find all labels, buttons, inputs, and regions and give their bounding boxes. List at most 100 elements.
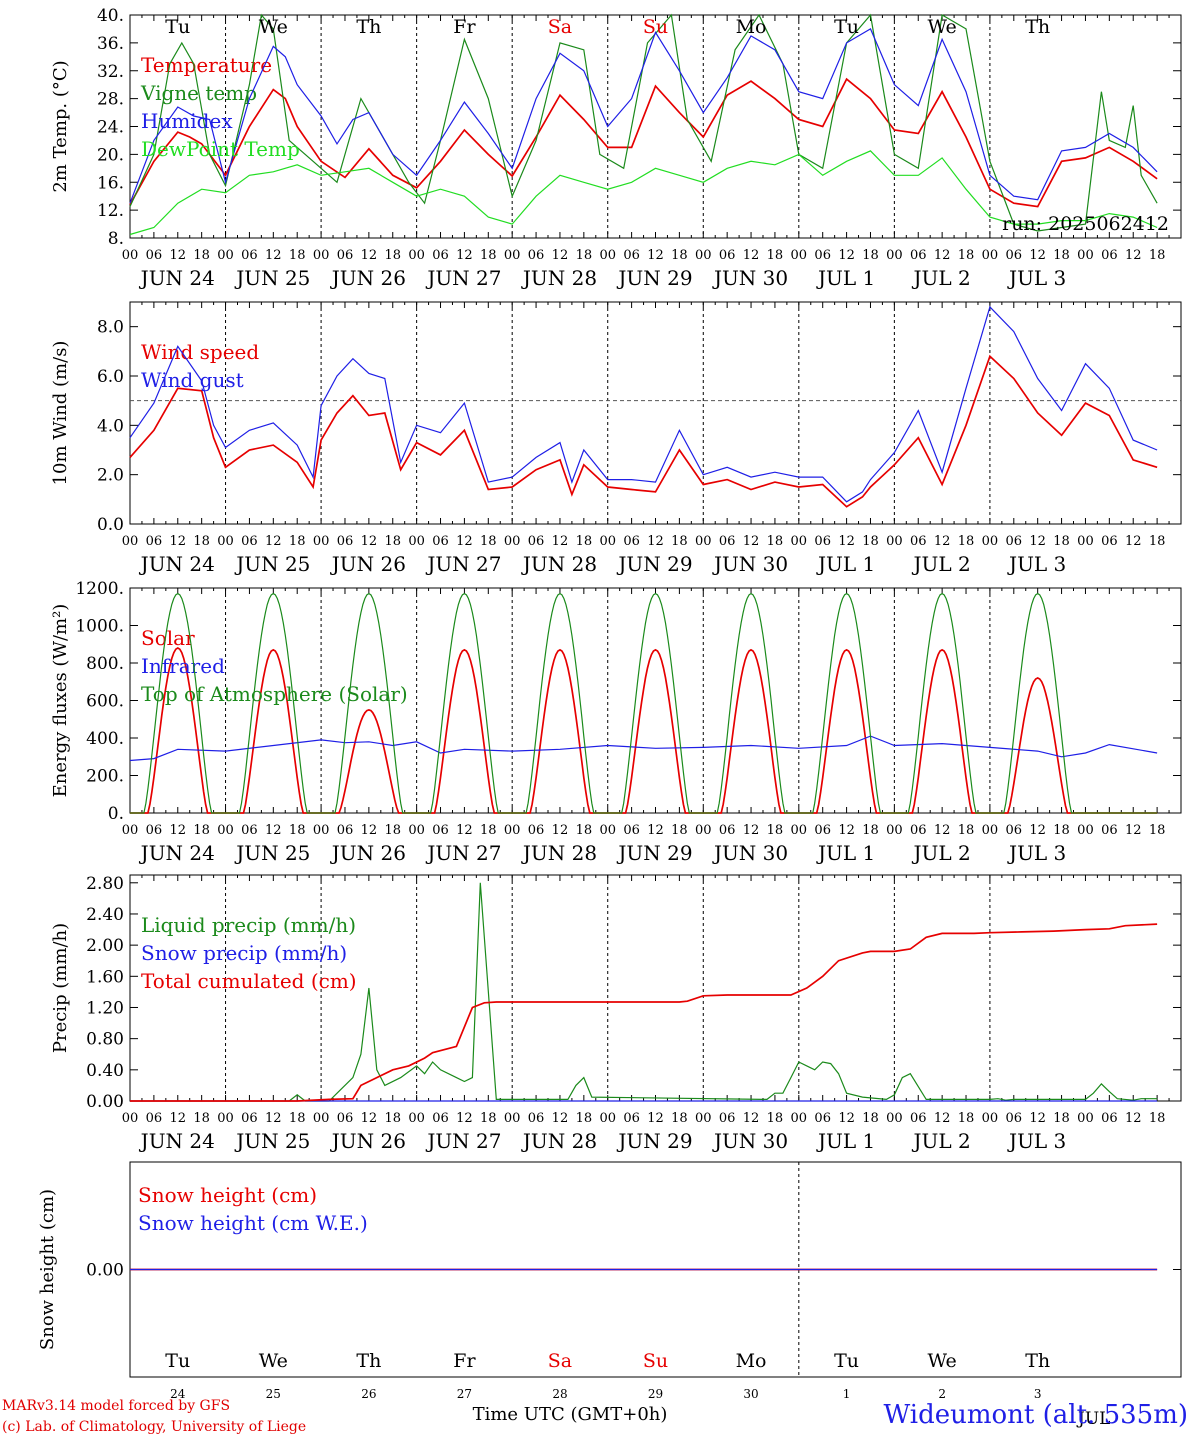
hour-tick-label: 12 <box>743 248 760 263</box>
hour-tick-label: 18 <box>193 1111 210 1126</box>
hour-tick-label: 00 <box>695 823 712 838</box>
weekday-label: We <box>928 1350 957 1372</box>
y-tick-label: 2.0 <box>97 466 124 486</box>
hour-tick-label: 00 <box>217 248 234 263</box>
hour-tick-label: 12 <box>456 1111 473 1126</box>
day-label: JUL 2 <box>912 266 971 290</box>
series-line <box>129 305 1158 503</box>
y-tick-label: 2.00 <box>86 936 124 956</box>
hour-tick-label: 12 <box>647 534 664 549</box>
hour-tick-label: 06 <box>241 823 258 838</box>
day-number: 24 <box>170 1387 186 1401</box>
hour-tick-label: 00 <box>886 823 903 838</box>
hour-tick-label: 18 <box>480 534 497 549</box>
hour-tick-label: 06 <box>528 1111 545 1126</box>
hour-tick-label: 00 <box>982 823 999 838</box>
hour-tick-label: 06 <box>1006 823 1023 838</box>
weekday-label: Sa <box>548 1350 572 1372</box>
hour-tick-label: 18 <box>289 1111 306 1126</box>
day-label: JUL 2 <box>912 1129 971 1153</box>
hour-tick-label: 00 <box>791 823 808 838</box>
hour-tick-label: 06 <box>1006 1111 1023 1126</box>
hour-tick-label: 00 <box>599 534 616 549</box>
hour-tick-label: 00 <box>217 1111 234 1126</box>
hour-tick-label: 00 <box>504 248 521 263</box>
weekday-label: Th <box>1025 16 1050 38</box>
hour-tick-label: 06 <box>814 1111 831 1126</box>
weekday-label: Su <box>643 1350 668 1372</box>
y-tick-label: 1.60 <box>86 967 124 987</box>
y-tick-label: 200. <box>86 767 124 787</box>
hour-tick-label: 06 <box>432 534 449 549</box>
weekday-label: Sa <box>548 16 572 38</box>
hour-tick-label: 18 <box>958 534 975 549</box>
series-line <box>129 735 1158 762</box>
day-label: JUL 3 <box>1007 1129 1066 1153</box>
day-label: JUN 27 <box>425 266 501 290</box>
weekday-label: We <box>259 1350 288 1372</box>
weekday-label: Tu <box>165 1350 190 1372</box>
hour-tick-label: 06 <box>432 248 449 263</box>
hour-tick-label: 18 <box>289 534 306 549</box>
hour-tick-label: 00 <box>791 248 808 263</box>
panel-3: 00 06 12 18 00 06 12 18 00 06 12 18 00 06 12 18 00 06 12 18… <box>50 579 1182 865</box>
hour-tick-label: 18 <box>1053 823 1070 838</box>
day-label: JUL 2 <box>912 552 971 576</box>
y-tick-label: 6.0 <box>97 367 124 387</box>
day-number: 28 <box>552 1387 567 1401</box>
day-label: JUN 24 <box>139 841 215 865</box>
hour-tick-label: 06 <box>146 1111 163 1126</box>
station-label: Wideumont (alt. 535m) <box>883 1400 1188 1430</box>
hour-tick-label: 12 <box>361 1111 378 1126</box>
hour-tick-label: 12 <box>1029 248 1046 263</box>
series-line <box>130 647 1158 814</box>
series-line <box>129 77 1158 208</box>
hour-tick-label: 18 <box>958 1111 975 1126</box>
hour-tick-label: 06 <box>1101 1111 1118 1126</box>
hour-tick-label: 18 <box>767 1111 784 1126</box>
legend-entry: Infrared <box>141 654 225 678</box>
hour-tick-label: 12 <box>934 823 951 838</box>
hour-tick-label: 06 <box>1101 823 1118 838</box>
day-number: 3 <box>1034 1387 1042 1401</box>
hour-tick-label: 00 <box>504 534 521 549</box>
day-number: 27 <box>457 1387 472 1401</box>
y-axis-label: Snow height (cm) <box>37 1189 58 1350</box>
y-tick-label: 1000. <box>75 617 124 637</box>
y-tick-label: 2.80 <box>86 874 124 894</box>
weekday-label: Th <box>1025 1350 1050 1372</box>
day-label: JUL 3 <box>1007 552 1066 576</box>
hour-tick-label: 06 <box>1101 248 1118 263</box>
hour-tick-label: 18 <box>193 823 210 838</box>
hour-tick-label: 12 <box>743 823 760 838</box>
hour-tick-label: 12 <box>647 1111 664 1126</box>
hour-tick-label: 06 <box>814 248 831 263</box>
lab-credit: (c) Lab. of Climatology, University of L… <box>2 1419 307 1435</box>
hour-tick-label: 18 <box>671 248 688 263</box>
y-tick-label: 0.80 <box>86 1030 124 1050</box>
hour-tick-label: 18 <box>480 1111 497 1126</box>
hour-tick-label: 12 <box>361 823 378 838</box>
hour-tick-label: 12 <box>1125 534 1142 549</box>
hour-tick-label: 06 <box>623 823 640 838</box>
day-label: JUL 1 <box>816 841 875 865</box>
hour-tick-label: 18 <box>671 534 688 549</box>
hour-tick-label: 12 <box>169 248 186 263</box>
hour-tick-label: 18 <box>862 248 879 263</box>
hour-tick-label: 18 <box>384 248 401 263</box>
day-label: JUN 26 <box>330 1129 406 1153</box>
hour-tick-label: 06 <box>623 1111 640 1126</box>
hour-tick-label: 00 <box>408 1111 425 1126</box>
hour-tick-label: 12 <box>552 1111 569 1126</box>
hour-tick-label: 18 <box>576 248 593 263</box>
day-label: JUN 30 <box>712 552 788 576</box>
legend-entry: DewPoint Temp <box>141 137 300 161</box>
y-tick-label: 24. <box>97 118 124 138</box>
hour-tick-label: 12 <box>456 823 473 838</box>
weekday-label: Th <box>356 1350 381 1372</box>
hour-tick-label: 06 <box>719 823 736 838</box>
hour-tick-label: 00 <box>695 248 712 263</box>
hour-tick-label: 06 <box>146 248 163 263</box>
hour-tick-label: 12 <box>265 1111 282 1126</box>
hour-tick-label: 06 <box>337 1111 354 1126</box>
